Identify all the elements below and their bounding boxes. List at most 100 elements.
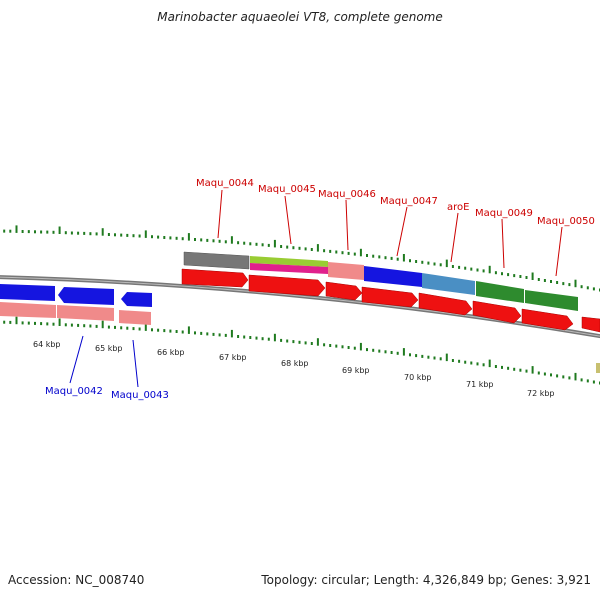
gc-tick bbox=[83, 324, 86, 328]
feature-pink-1[interactable] bbox=[0, 302, 56, 318]
gc-tick bbox=[488, 265, 491, 274]
genome-stats-text: Topology: circular; Length: 4,326,849 bp… bbox=[261, 573, 591, 587]
gc-tick bbox=[335, 250, 338, 254]
feature-pink-2[interactable] bbox=[57, 305, 114, 321]
gc-tick bbox=[163, 329, 166, 333]
feature-maqu-0042[interactable] bbox=[0, 284, 55, 301]
feature-arrow-3[interactable] bbox=[325, 281, 363, 301]
gc-tick bbox=[562, 282, 565, 286]
feature-maqu-0043[interactable] bbox=[121, 292, 152, 307]
feature-maqu-0049[interactable] bbox=[476, 281, 524, 303]
gc-tick bbox=[46, 230, 49, 234]
gene-label-maqu-0050[interactable]: Maqu_0050 bbox=[537, 216, 595, 227]
gc-tick bbox=[267, 243, 270, 247]
gc-tick bbox=[224, 333, 227, 337]
gc-tick bbox=[580, 285, 583, 289]
gc-tick bbox=[323, 249, 326, 253]
gc-tick bbox=[249, 242, 252, 246]
gc-tick bbox=[470, 361, 473, 365]
gc-tick bbox=[212, 332, 215, 336]
gc-tick bbox=[273, 333, 276, 342]
feature-arrow-2[interactable] bbox=[248, 274, 326, 297]
gene-label-maqu-0042[interactable]: Maqu_0042 bbox=[45, 386, 103, 397]
gc-tick bbox=[525, 369, 528, 373]
gene-label-maqu-0043[interactable]: Maqu_0043 bbox=[111, 390, 169, 401]
gc-tick bbox=[267, 337, 270, 341]
gc-tick bbox=[157, 235, 160, 239]
gc-tick bbox=[237, 241, 240, 245]
gc-tick bbox=[40, 230, 43, 234]
lower-dot-track bbox=[3, 316, 600, 385]
gc-tick bbox=[151, 235, 153, 239]
gene-label-maqu-0045[interactable]: Maqu_0045 bbox=[258, 184, 316, 195]
gc-tick bbox=[396, 351, 399, 355]
gene-label-maqu-0046[interactable]: Maqu_0046 bbox=[318, 189, 376, 200]
feature-arrow-8[interactable] bbox=[581, 316, 600, 333]
feature-maqu-0046[interactable] bbox=[328, 262, 364, 280]
gc-tick bbox=[132, 234, 135, 238]
gc-tick bbox=[488, 359, 491, 368]
feature-blue-arrow-2[interactable] bbox=[58, 287, 114, 305]
gc-tick bbox=[341, 251, 344, 255]
gc-tick bbox=[513, 274, 516, 278]
gc-tick bbox=[286, 245, 289, 249]
gc-tick bbox=[9, 320, 12, 324]
gc-tick bbox=[396, 257, 399, 261]
gc-tick bbox=[531, 366, 534, 374]
gc-tick bbox=[218, 239, 221, 243]
gc-tick bbox=[427, 261, 430, 265]
feature-maqu-0050[interactable] bbox=[525, 290, 578, 311]
gene-label-maqu-0047[interactable]: Maqu_0047 bbox=[380, 196, 438, 207]
gene-label-maqu-0049[interactable]: Maqu_0049 bbox=[475, 208, 533, 219]
feature-arrow-5[interactable] bbox=[418, 292, 473, 316]
feature-pink-3[interactable] bbox=[119, 310, 151, 325]
feature-arrow-1[interactable] bbox=[181, 268, 249, 288]
gc-tick bbox=[151, 328, 153, 332]
gene-label-aroe[interactable]: aroE bbox=[447, 202, 469, 213]
feature-maqu-0045[interactable] bbox=[250, 263, 328, 274]
gc-tick bbox=[83, 231, 86, 235]
gc-tick bbox=[34, 230, 36, 234]
leader-maqu-0043 bbox=[132, 339, 139, 388]
gc-tick bbox=[230, 329, 233, 338]
gc-tick bbox=[537, 371, 540, 375]
gc-tick bbox=[494, 365, 497, 368]
gc-tick bbox=[15, 225, 18, 233]
feature-arrow-7[interactable] bbox=[521, 308, 574, 331]
gc-tick bbox=[304, 341, 307, 345]
gc-tick bbox=[556, 281, 559, 284]
gc-tick bbox=[120, 326, 123, 330]
gc-tick bbox=[169, 329, 172, 333]
gc-tick bbox=[34, 321, 36, 325]
gc-tick bbox=[175, 330, 178, 333]
feature-maqu-0047[interactable] bbox=[364, 266, 422, 287]
gc-tick bbox=[144, 230, 147, 238]
feature-aroe[interactable] bbox=[422, 273, 475, 295]
gc-tick bbox=[46, 322, 49, 326]
gc-tick bbox=[586, 379, 589, 383]
gc-tick bbox=[298, 246, 301, 250]
gc-tick bbox=[261, 243, 264, 247]
gc-tick bbox=[550, 280, 552, 283]
leader-maqu-0050 bbox=[555, 226, 563, 277]
feature-arrow-4[interactable] bbox=[361, 286, 419, 308]
gene-label-maqu-0044[interactable]: Maqu_0044 bbox=[196, 178, 254, 189]
gc-tick bbox=[64, 231, 67, 235]
feature-maqu-0044[interactable] bbox=[183, 251, 250, 270]
gc-tick bbox=[21, 321, 24, 325]
gc-tick bbox=[568, 283, 571, 287]
feature-maqu-0045-top[interactable] bbox=[250, 256, 328, 267]
gc-tick bbox=[372, 348, 375, 352]
gc-tick bbox=[335, 344, 338, 348]
gc-tick bbox=[15, 316, 18, 325]
gc-tick bbox=[3, 229, 6, 233]
gc-tick bbox=[592, 380, 595, 384]
gc-tick bbox=[586, 286, 589, 290]
gc-tick bbox=[77, 323, 80, 327]
feature-arrow-6[interactable] bbox=[472, 300, 522, 324]
gc-tick bbox=[58, 318, 61, 326]
gc-tick bbox=[341, 345, 344, 349]
upper-dot-track bbox=[3, 225, 600, 292]
gc-tick bbox=[27, 230, 30, 234]
